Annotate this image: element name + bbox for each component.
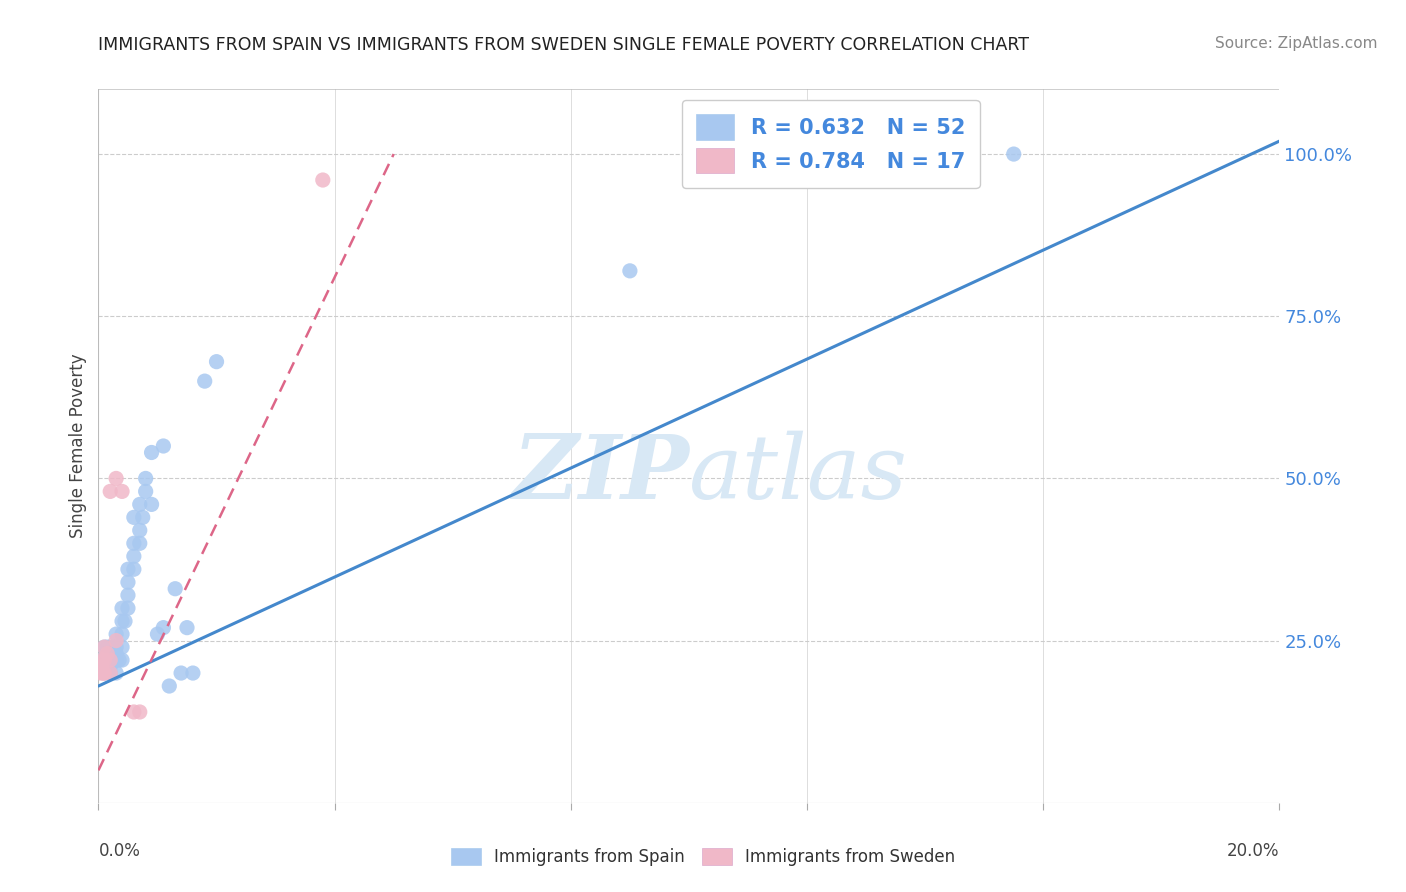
Point <box>93 653 115 667</box>
Point <box>90 653 112 667</box>
Point <box>141 497 163 511</box>
Point <box>205 354 228 368</box>
Point <box>98 659 121 673</box>
Point <box>105 633 128 648</box>
Point <box>141 445 163 459</box>
Point <box>105 640 128 654</box>
Point <box>312 173 335 187</box>
Point <box>93 666 115 681</box>
Point <box>103 640 125 654</box>
Point <box>96 653 118 667</box>
Point <box>111 653 134 667</box>
Point <box>117 601 139 615</box>
Text: Source: ZipAtlas.com: Source: ZipAtlas.com <box>1215 36 1378 51</box>
Point <box>96 640 118 654</box>
Point <box>111 614 134 628</box>
Point <box>91 653 114 667</box>
Point <box>111 601 134 615</box>
Point <box>98 640 121 654</box>
Text: IMMIGRANTS FROM SPAIN VS IMMIGRANTS FROM SWEDEN SINGLE FEMALE POVERTY CORRELATIO: IMMIGRANTS FROM SPAIN VS IMMIGRANTS FROM… <box>98 36 1029 54</box>
Point <box>108 653 131 667</box>
Point <box>128 705 150 719</box>
Point <box>114 614 136 628</box>
Point <box>93 640 115 654</box>
Point <box>98 653 121 667</box>
Point <box>128 497 150 511</box>
Point <box>96 647 118 661</box>
Point <box>117 588 139 602</box>
Legend: Immigrants from Spain, Immigrants from Sweden: Immigrants from Spain, Immigrants from S… <box>443 840 963 875</box>
Y-axis label: Single Female Poverty: Single Female Poverty <box>69 354 87 538</box>
Point <box>91 666 114 681</box>
Point <box>170 666 193 681</box>
Point <box>117 575 139 590</box>
Point <box>146 627 169 641</box>
Point <box>111 640 134 654</box>
Point <box>117 562 139 576</box>
Point <box>93 653 115 667</box>
Point <box>122 705 145 719</box>
Point <box>93 640 115 654</box>
Point <box>122 510 145 524</box>
Point <box>90 666 112 681</box>
Point <box>105 647 128 661</box>
Point <box>98 666 121 681</box>
Point <box>135 484 157 499</box>
Point <box>132 510 155 524</box>
Text: atlas: atlas <box>689 431 908 518</box>
Point <box>98 666 121 681</box>
Point <box>103 653 125 667</box>
Point <box>165 582 187 596</box>
Point <box>98 484 121 499</box>
Point <box>105 653 128 667</box>
Point <box>176 621 198 635</box>
Point <box>157 679 180 693</box>
Point <box>111 484 134 499</box>
Point <box>194 374 217 388</box>
Point <box>105 666 128 681</box>
Point <box>122 536 145 550</box>
Legend: R = 0.632   N = 52, R = 0.784   N = 17: R = 0.632 N = 52, R = 0.784 N = 17 <box>682 100 980 188</box>
Point <box>152 439 174 453</box>
Text: 0.0%: 0.0% <box>98 842 141 860</box>
Point <box>98 653 121 667</box>
Point <box>181 666 204 681</box>
Point <box>128 524 150 538</box>
Point <box>128 536 150 550</box>
Text: 20.0%: 20.0% <box>1227 842 1279 860</box>
Point <box>152 621 174 635</box>
Point <box>105 627 128 641</box>
Point <box>1002 147 1025 161</box>
Point <box>122 562 145 576</box>
Point <box>619 264 641 278</box>
Point <box>111 627 134 641</box>
Text: ZIP: ZIP <box>513 432 689 517</box>
Point <box>135 471 157 485</box>
Point <box>93 666 115 681</box>
Point <box>90 659 112 673</box>
Point <box>122 549 145 564</box>
Point <box>105 471 128 485</box>
